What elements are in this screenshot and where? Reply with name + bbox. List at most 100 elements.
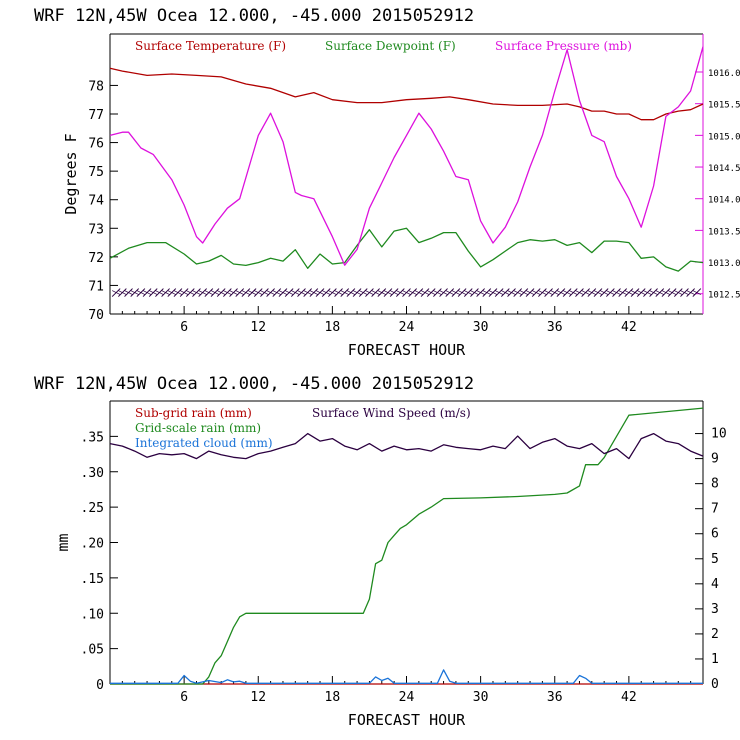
- wind-barb: [482, 290, 491, 295]
- y-tick-label: 0: [96, 678, 104, 693]
- chart-title: WRF 12N,45W Ocea 12.000, -45.000 2015052…: [34, 6, 474, 26]
- x-tick-label: 24: [399, 320, 415, 335]
- wind-barb: [550, 290, 559, 295]
- y2-tick-label: 9: [711, 452, 719, 467]
- wind-barb: [433, 290, 442, 295]
- wind-barb: [149, 290, 158, 295]
- y2-tick-label: 1014.0: [708, 196, 740, 206]
- y2-tick-label: 5: [711, 552, 719, 567]
- wind-barb: [161, 290, 170, 295]
- wind-barb: [667, 290, 677, 295]
- wind-barb: [124, 290, 133, 295]
- wind-barb: [538, 290, 547, 295]
- series-line-surface-pressure: [109, 46, 704, 266]
- x-tick-label: 36: [547, 690, 563, 705]
- wind-barb: [136, 290, 146, 295]
- wind-barb: [371, 290, 380, 295]
- y-tick-label: .35: [81, 430, 104, 445]
- y2-tick-label: 6: [711, 527, 719, 542]
- y2-tick-label: 1015.0: [708, 132, 740, 142]
- wind-barb: [359, 290, 368, 295]
- wind-barb: [284, 290, 294, 295]
- y2-tick-label: 7: [711, 502, 719, 517]
- wind-barb: [315, 290, 325, 295]
- wind-barb: [204, 290, 214, 295]
- y-tick-label: 78: [88, 79, 104, 94]
- wind-barb: [606, 290, 615, 295]
- x-tick-label: 18: [325, 320, 341, 335]
- y-tick-label: 74: [88, 194, 104, 209]
- series-line-grid-scale-rain: [110, 407, 704, 685]
- wind-barb: [556, 290, 566, 295]
- chart-title: WRF 12N,45W Ocea 12.000, -45.000 2015052…: [34, 374, 474, 394]
- wind-barb: [593, 290, 603, 295]
- y-tick-label: 75: [88, 165, 104, 180]
- wind-barb: [266, 290, 275, 295]
- wind-barb: [260, 290, 269, 295]
- y-tick-label: .25: [81, 501, 104, 516]
- wind-barb: [111, 290, 121, 295]
- wind-barb: [179, 290, 189, 295]
- wind-barb: [624, 290, 634, 295]
- wind-barb: [414, 290, 424, 295]
- wind-barb: [173, 290, 183, 295]
- wind-barbs: [111, 288, 702, 297]
- wind-barb: [365, 290, 374, 295]
- wind-barb: [272, 290, 281, 295]
- wind-barb: [198, 290, 207, 295]
- wind-barb: [599, 290, 609, 295]
- wind-barb: [661, 290, 671, 295]
- y-tick-label: .15: [81, 572, 104, 587]
- legend-entry: Sub-grid rain (mm): [135, 406, 252, 420]
- wind-barb: [297, 290, 306, 295]
- y2-tick-label: 1013.0: [708, 259, 740, 269]
- y2-tick-label: 1015.5: [708, 101, 740, 111]
- x-tick-label: 12: [250, 690, 266, 705]
- y2-tick-label: 1016.0: [708, 69, 740, 79]
- wind-barb: [328, 290, 337, 295]
- x-tick-label: 30: [473, 690, 489, 705]
- x-tick-label: 12: [250, 320, 266, 335]
- wind-barb: [519, 290, 529, 295]
- y2-tick-label: 0: [711, 677, 719, 692]
- wind-barb: [581, 290, 590, 295]
- wind-barb: [383, 290, 393, 295]
- wind-barb: [130, 290, 139, 295]
- wind-barb: [451, 290, 461, 295]
- y2-tick-label: 1: [711, 652, 719, 667]
- wind-barb: [464, 290, 473, 295]
- x-axis-label: FORECAST HOUR: [348, 711, 466, 729]
- wind-barb: [167, 290, 176, 295]
- y2-tick-label: 8: [711, 477, 719, 492]
- wind-barb: [445, 290, 454, 295]
- wind-barb: [618, 290, 627, 295]
- wind-barb: [507, 290, 516, 295]
- wind-barb: [155, 290, 164, 295]
- wind-barb: [513, 290, 522, 295]
- wind-barb: [352, 290, 362, 295]
- wind-barb: [562, 290, 572, 295]
- y-tick-label: 77: [88, 108, 104, 123]
- y-tick-label: .30: [81, 466, 104, 481]
- y2-tick-label: 1014.5: [708, 164, 740, 174]
- wind-barb: [692, 290, 702, 295]
- y-tick-label: 76: [88, 137, 104, 152]
- wind-barb: [525, 290, 535, 295]
- wind-barb: [686, 290, 695, 295]
- wind-barb: [501, 290, 510, 295]
- wind-barb: [118, 290, 127, 295]
- legend-entry: Surface Temperature (F): [135, 39, 286, 53]
- wind-barb: [309, 290, 319, 295]
- wind-barb: [217, 290, 226, 295]
- legend-entry: Integrated cloud (mm): [135, 436, 273, 450]
- wind-barb: [544, 290, 553, 295]
- y-tick-label: .05: [81, 643, 104, 658]
- y-tick-label: .20: [81, 537, 104, 552]
- wind-barb: [674, 290, 683, 295]
- wind-barb: [322, 290, 331, 295]
- wind-barb: [229, 290, 238, 295]
- series-line-surface-wind-speed: [109, 432, 704, 460]
- y-tick-label: 73: [88, 222, 104, 237]
- wind-barb: [235, 290, 244, 295]
